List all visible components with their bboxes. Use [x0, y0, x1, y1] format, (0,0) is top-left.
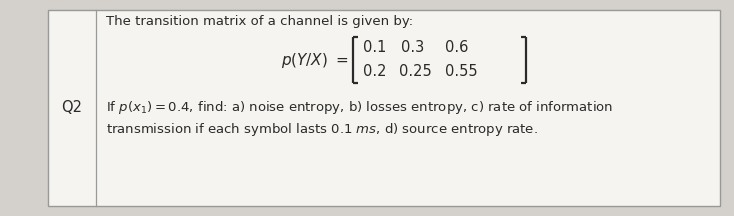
Text: The transition matrix of a channel is given by:: The transition matrix of a channel is gi… [106, 16, 413, 29]
Text: 0.1: 0.1 [363, 41, 386, 56]
Text: 0.3: 0.3 [401, 41, 424, 56]
Text: transmission if each symbol lasts 0.1 $\mathit{ms}$, d) source entropy rate.: transmission if each symbol lasts 0.1 $\… [106, 121, 538, 138]
Text: 0.25: 0.25 [399, 65, 432, 79]
Text: 0.6: 0.6 [445, 41, 468, 56]
Text: 0.2: 0.2 [363, 65, 387, 79]
Text: $\mathit{p}(\mathit{Y/X})\ =$: $\mathit{p}(\mathit{Y/X})\ =$ [280, 51, 348, 70]
Text: If $p(x_1) = 0.4$, find: a) noise entropy, b) losses entropy, c) rate of informa: If $p(x_1) = 0.4$, find: a) noise entrop… [106, 100, 613, 116]
Text: Q2: Q2 [62, 100, 82, 116]
Text: 0.55: 0.55 [445, 65, 478, 79]
